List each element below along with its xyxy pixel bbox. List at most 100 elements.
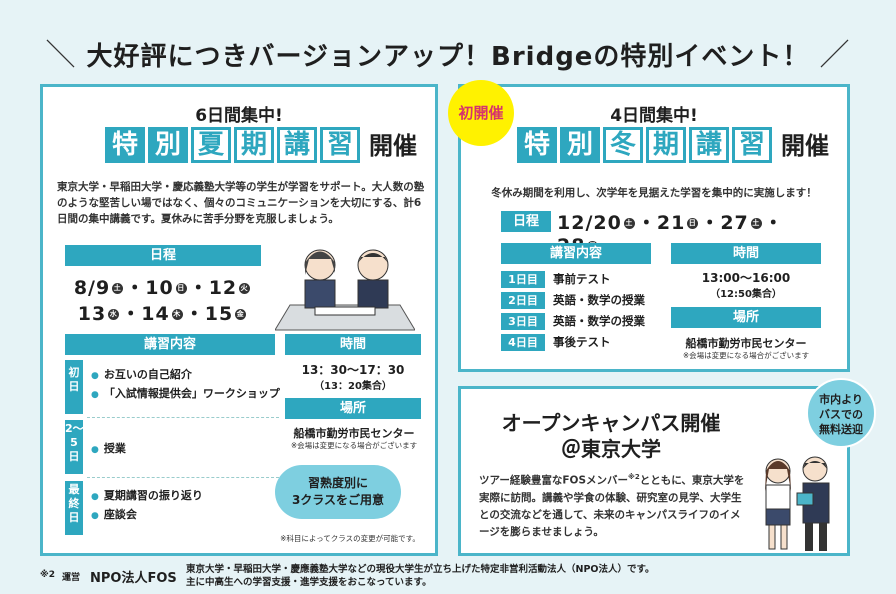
headline-slash-right: ／: [819, 38, 851, 73]
weekday-badge: 土: [623, 218, 635, 229]
footer-operator-name: NPO法人FOS: [90, 571, 177, 586]
weekday-badge: 木: [171, 309, 183, 320]
summer-place-label: 場所: [285, 398, 421, 419]
headline-slash-left: ＼: [45, 38, 77, 73]
winter-char-5: 講: [689, 127, 729, 163]
summer-place-note: ※会場は変更になる場合がございます: [290, 441, 418, 450]
date-text: 14: [141, 303, 170, 325]
campus-note-mark: ※2: [628, 473, 640, 481]
winter-day3-item: 英語・数学の授業: [553, 314, 645, 328]
summer-group-day1: お互いの自己紹介 「入試情報提供会」ワークショップ: [91, 363, 281, 404]
winter-time-sub: （12:50集合）: [710, 289, 782, 300]
campus-title-line1: オープンキャンパス開催: [501, 411, 721, 435]
campus-title-line2: ＠東京大学: [561, 437, 661, 461]
summer-time-label: 時間: [285, 334, 421, 355]
summer-char-2: 別: [148, 127, 188, 163]
winter-char-1: 特: [517, 127, 557, 163]
summer-description: 東京大学・早稲田大学・慶応義塾大学等の学生が学習をサポート。大人数の塾のような堅…: [57, 181, 425, 225]
winter-time-label: 時間: [671, 243, 821, 264]
summer-place-value: 船橋市勤労市民センター: [293, 427, 415, 440]
winter-day4-item: 事後テスト: [553, 335, 611, 349]
summer-panel: 6日間集中! 特別夏期講習開催 東京大学・早稲田大学・慶応義塾大学等の学生が学習…: [40, 84, 438, 556]
first-time-badge: 初開催: [448, 80, 514, 146]
winter-day1-item: 事前テスト: [553, 272, 611, 286]
weekday-badge: 土: [750, 218, 762, 229]
winter-char-2: 別: [560, 127, 600, 163]
weekday-badge: 日: [687, 218, 699, 229]
winter-day2-item: 英語・数学の授業: [553, 293, 645, 307]
summer-char-6: 習: [320, 127, 360, 163]
winter-place-value: 船橋市勤労市民センター: [685, 337, 807, 350]
summer-kaisai: 開催: [369, 132, 417, 160]
winter-subtitle: 4日間集中!: [610, 106, 698, 126]
winter-time-value: 13:00〜16:00: [701, 271, 791, 285]
winter-day3-label: 3日目: [501, 313, 545, 330]
date-text: 15: [204, 303, 234, 325]
summer-group-lastday: 夏期講習の振り返り 座談会: [91, 484, 281, 525]
list-item: 座談会: [91, 506, 281, 522]
summer-dates-line2: 13 水・14 木・15 金: [77, 303, 247, 325]
winter-place-label: 場所: [671, 307, 821, 328]
summer-tab-day2to5: 2〜5日: [65, 420, 84, 474]
summer-char-5: 講: [277, 127, 317, 163]
winter-day2-label: 2日目: [501, 292, 545, 309]
winter-char-3: 冬: [603, 127, 643, 163]
winter-kaisai: 開催: [781, 132, 829, 160]
date-text: 13: [77, 303, 107, 325]
headline: ＼ 大好評につきバージョンアップ！Bridgeの特別イベント！ ／: [0, 30, 896, 74]
summer-title: 特別夏期講習開催: [105, 127, 417, 165]
winter-content-label: 講習内容: [501, 243, 651, 264]
footer-line2: 主に中高生への学習支援・進学支援をおこなっています。: [186, 577, 432, 588]
summer-class-bubble: 習熟度別に 3クラスをご用意: [275, 465, 401, 519]
campus-description: ツアー経験豊富なFOSメンバー※2とともに、東京大学を実際に訪問。講義や学食の体…: [479, 469, 749, 541]
weekday-badge: 金: [235, 309, 247, 320]
list-item: 授業: [91, 440, 281, 456]
summer-content-label: 講習内容: [65, 334, 275, 355]
summer-tab-lastday: 最終日: [65, 481, 83, 535]
summer-group-day2to5: 授業: [91, 437, 281, 459]
summer-char-4: 期: [234, 127, 274, 163]
winter-char-6: 習: [732, 127, 772, 163]
winter-day1-label: 1日目: [501, 271, 545, 288]
headline-text: 大好評につきバージョンアップ！Bridgeの特別イベント！: [86, 42, 810, 72]
campus-text-before: ツアー経験豊富なFOSメンバー: [479, 474, 629, 487]
footer-line1: 東京大学・早稲田大学・慶應義塾大学などの現役大学生が立ち上げた特定非営利活動法人…: [186, 564, 655, 575]
date-text: 27: [720, 212, 749, 234]
summer-schedule-label: 日程: [65, 245, 261, 266]
date-text: 21: [656, 212, 686, 234]
date-text: 8/9: [73, 277, 111, 299]
summer-dates-line1: 8/9 土・10 日・12 火: [73, 277, 251, 299]
summer-char-1: 特: [105, 127, 145, 163]
footer-note-mark: ※2: [40, 570, 56, 580]
winter-panel: 4日間集中! 特別冬期講習開催 冬休み期間を利用し、次学年を見据えた学習を集中的…: [458, 84, 850, 372]
summer-char-3: 夏: [191, 127, 231, 163]
winter-description: 冬休み期間を利用し、次学年を見据えた学習を集中的に実施します！: [491, 187, 817, 199]
footer-operator-label: 運営: [62, 573, 81, 583]
campus-text-after: とともに、東京大学を実際に訪問。講義や学食の体験、研究室の見学、大学生との交流な…: [479, 474, 745, 538]
winter-schedule-label: 日程: [501, 211, 551, 232]
winter-day4-label: 4日目: [501, 334, 545, 351]
weekday-badge: 日: [175, 283, 187, 294]
campus-panel: オープンキャンパス開催 ＠東京大学 ツアー経験豊富なFOSメンバー※2とともに、…: [458, 386, 850, 556]
winter-place-note: ※会場は変更になる場合がございます: [682, 351, 810, 360]
winter-char-4: 期: [646, 127, 686, 163]
weekday-badge: 土: [112, 283, 124, 294]
weekday-badge: 火: [239, 283, 251, 294]
summer-time-value: 13：30〜17：30: [301, 363, 405, 377]
list-item: 夏期講習の振り返り: [91, 487, 281, 503]
list-item: お互いの自己紹介: [91, 366, 281, 382]
weekday-badge: 水: [108, 309, 120, 320]
date-text: 12: [208, 277, 238, 299]
winter-title: 特別冬期講習開催: [517, 127, 829, 165]
divider: [87, 477, 279, 478]
summer-class-note: ※科目によってクラスの変更が可能です。: [280, 534, 420, 543]
campus-students-illustration: [765, 456, 830, 551]
summer-subtitle: 6日間集中!: [195, 106, 283, 126]
free-bus-badge: 市内より バスでの 無料送迎: [806, 378, 876, 448]
summer-tab-day1: 初日: [65, 360, 83, 414]
list-item: 「入試情報提供会」ワークショップ: [91, 385, 281, 401]
summer-time-sub: （13：20集合）: [314, 381, 392, 392]
divider: [87, 417, 279, 418]
date-text: 12/20: [557, 212, 622, 234]
date-text: 10: [145, 277, 174, 299]
